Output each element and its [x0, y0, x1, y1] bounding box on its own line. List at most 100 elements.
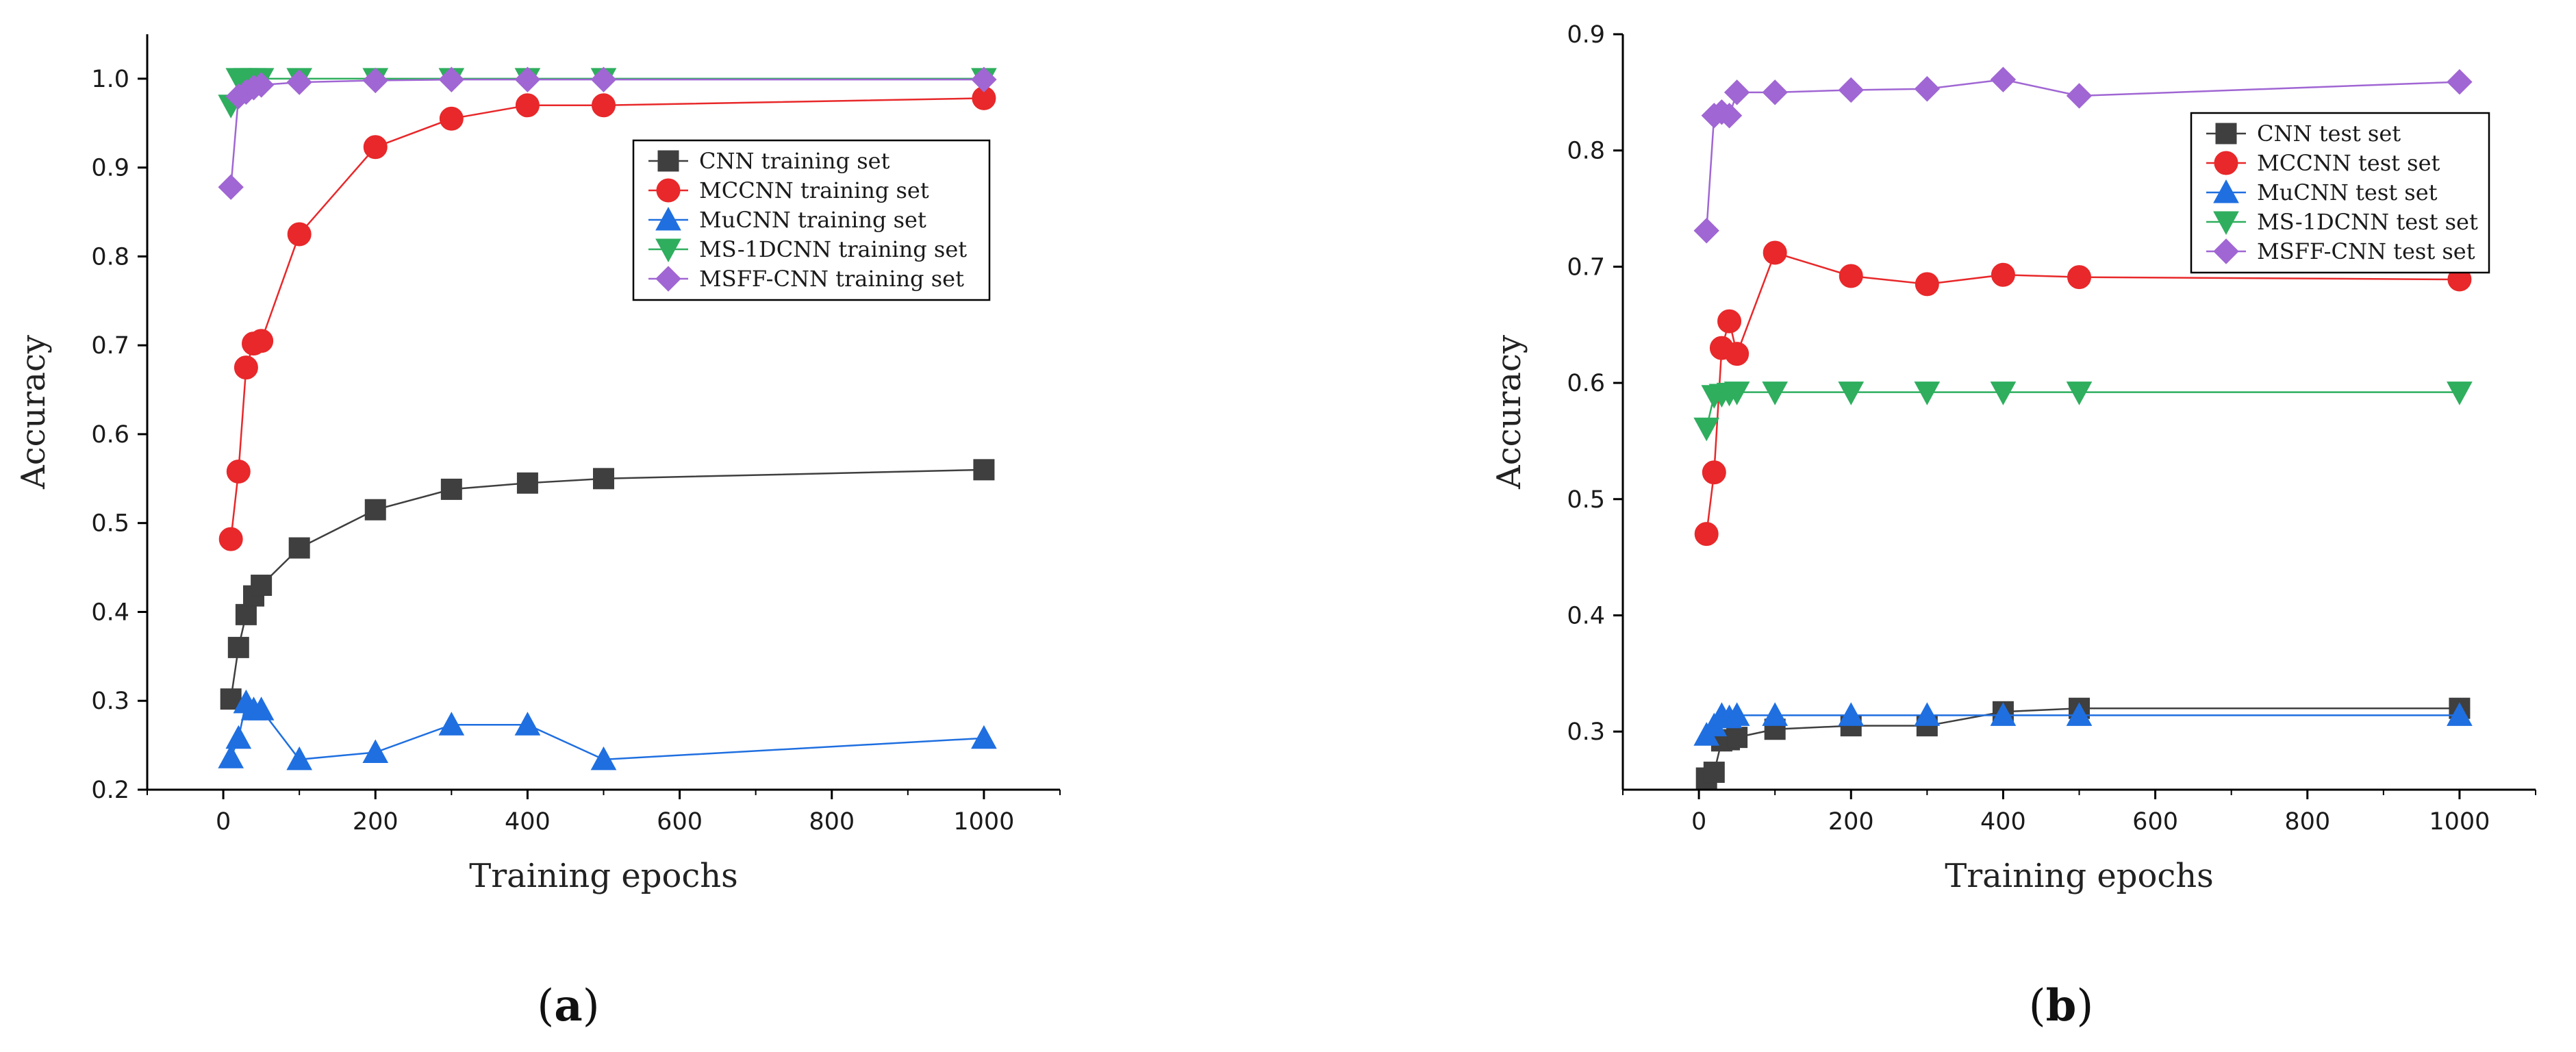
series-3: [1693, 381, 2473, 442]
data-point: [1762, 702, 1789, 726]
data-point: [2447, 702, 2473, 726]
legend-swatch-marker: [655, 266, 681, 292]
data-point: [1717, 309, 1742, 334]
data-point: [286, 746, 313, 771]
data-point: [590, 66, 617, 92]
data-point: [362, 739, 389, 763]
data-point: [439, 106, 464, 131]
legend-label: MCCNN training set: [699, 177, 929, 203]
x-tick-label: 800: [2284, 808, 2330, 836]
x-tick-label: 400: [505, 808, 551, 836]
y-tick-label: 0.5: [1567, 486, 1605, 514]
data-point: [971, 725, 997, 749]
y-tick-label: 0.9: [91, 155, 129, 182]
data-point: [1838, 381, 1865, 405]
data-point: [1723, 381, 1750, 405]
x-tick-label: 0: [1691, 808, 1706, 836]
data-point: [2066, 702, 2093, 726]
data-point: [2066, 83, 2093, 109]
panel-label: (a): [537, 980, 599, 1031]
data-point: [226, 459, 251, 484]
data-point: [287, 222, 312, 247]
panel-label-letter: b: [2046, 980, 2077, 1031]
legend-label: CNN test set: [2257, 121, 2401, 147]
data-point: [514, 712, 541, 736]
data-point: [1990, 381, 2017, 405]
legend-swatch-marker: [2213, 179, 2239, 203]
data-point: [514, 66, 541, 92]
y-tick-label: 0.6: [91, 421, 129, 449]
data-point: [1915, 272, 1939, 297]
x-tick-label: 200: [353, 808, 399, 836]
x-tick-label: 1000: [953, 808, 1014, 836]
data-point: [218, 527, 243, 551]
data-point: [1763, 240, 1787, 265]
x-axis-title: Training epochs: [1945, 857, 2214, 895]
legend-swatch-marker: [655, 206, 681, 231]
series-2: [218, 689, 997, 771]
legend-label: CNN training set: [699, 148, 890, 174]
legend-swatch-marker: [2213, 238, 2239, 264]
data-point: [233, 355, 258, 380]
data-point: [225, 725, 252, 749]
data-point: [2447, 68, 2473, 95]
y-tick-label: 0.7: [1567, 253, 1605, 281]
series-line: [229, 468, 984, 699]
x-tick-label: 0: [216, 808, 231, 836]
data-point: [438, 712, 465, 736]
y-axis-title: Accuracy: [14, 335, 53, 490]
x-tick-label: 1000: [2429, 808, 2490, 836]
data-point: [1725, 342, 1750, 366]
x-tick-label: 600: [2132, 808, 2178, 836]
legend-swatch-marker: [656, 178, 681, 203]
data-point: [440, 478, 462, 500]
data-point: [1702, 460, 1726, 485]
series-4: [1693, 66, 2473, 244]
y-tick-label: 0.2: [91, 777, 129, 804]
y-tick-label: 0.9: [1567, 21, 1605, 49]
panel-label-open-paren: (: [537, 981, 554, 1031]
data-point: [1723, 702, 1750, 726]
data-point: [973, 459, 995, 481]
y-tick-label: 0.4: [1567, 602, 1605, 629]
data-point: [363, 135, 388, 160]
legend-swatch-marker: [2213, 211, 2239, 236]
data-point: [1693, 417, 1720, 442]
y-tick-label: 0.5: [91, 510, 129, 538]
data-point: [1914, 76, 1941, 102]
x-tick-label: 200: [1828, 808, 1874, 836]
data-point: [438, 66, 465, 92]
legend-label: MSFF-CNN training set: [699, 266, 964, 292]
y-tick-label: 0.8: [1567, 138, 1605, 165]
data-point: [1838, 702, 1865, 726]
data-point: [288, 537, 310, 559]
legend: CNN training set MCCNN training set MuCNN …: [632, 139, 991, 301]
data-point: [1703, 762, 1725, 784]
legend-swatch-marker: [657, 150, 679, 172]
x-tick-label: 800: [809, 808, 855, 836]
chart-panel-a: 0 200 400 600 800 1000 0.2 0.3 0.4 0.5 0.6 0.7 0.8 0.…: [14, 34, 1061, 1031]
y-tick-label: 0.4: [91, 599, 129, 626]
x-tick-label: 400: [1980, 808, 2026, 836]
y-tick-label: 0.6: [1567, 370, 1605, 397]
data-point: [516, 472, 538, 494]
legend-swatch-marker: [655, 238, 681, 263]
legend: CNN test set MCCNN test set MuCNN test set…: [2190, 112, 2490, 274]
panel-label-close-paren: ): [2076, 981, 2093, 1031]
data-point: [248, 72, 275, 98]
y-axis-title: Accuracy: [1490, 335, 1528, 490]
data-point: [1693, 218, 1719, 244]
panel-label-letter: a: [554, 980, 582, 1031]
x-axis-title: Training epochs: [469, 857, 738, 895]
data-point: [1726, 727, 1748, 749]
data-point: [362, 67, 388, 94]
x-tick-label: 600: [657, 808, 703, 836]
panel-label-open-paren: (: [2029, 981, 2046, 1031]
series-line: [230, 701, 984, 761]
data-point: [1694, 522, 1719, 547]
data-point: [1991, 262, 2015, 287]
legend-swatch-marker: [2214, 151, 2238, 175]
data-point: [249, 329, 274, 353]
data-point: [1990, 66, 2017, 92]
series-1: [218, 86, 996, 551]
